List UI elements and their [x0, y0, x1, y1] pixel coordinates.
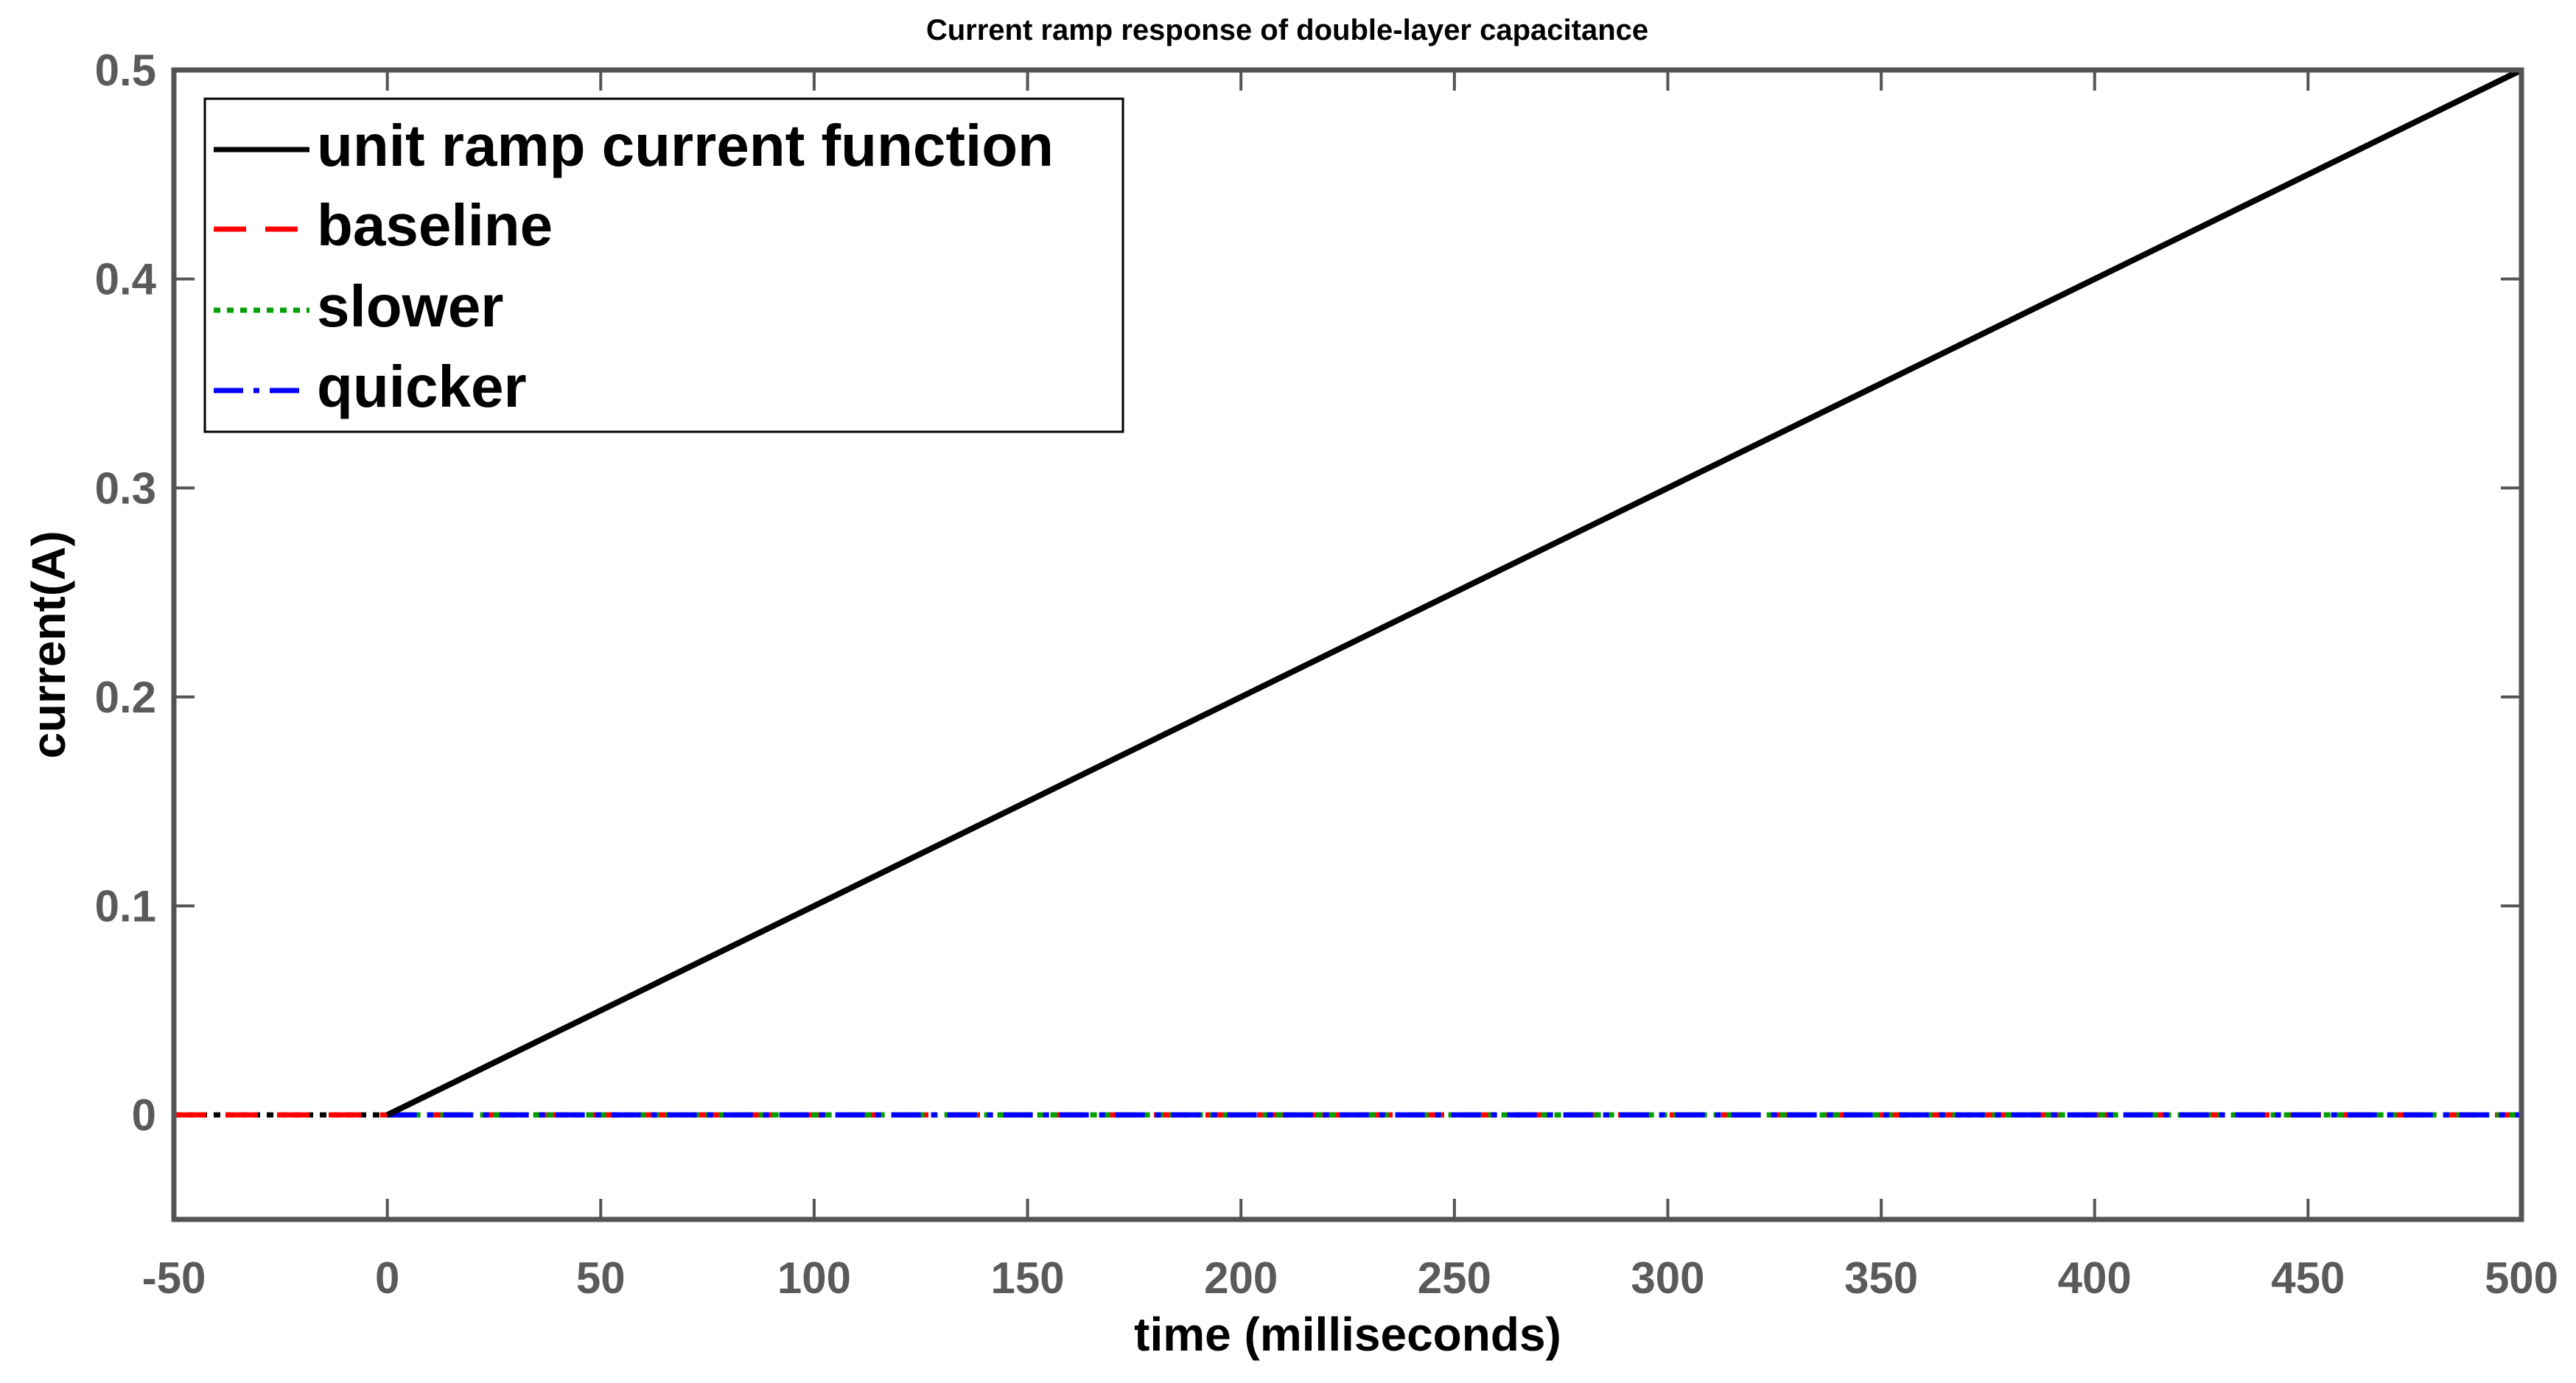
series-line-ramp — [385, 67, 2523, 1118]
y-tick-label: 0.2 — [95, 673, 156, 722]
x-tick-label: 200 — [1204, 1253, 1278, 1303]
x-tick-label: 0 — [375, 1253, 399, 1303]
x-tick-label: 250 — [1418, 1253, 1491, 1303]
x-tick-label: 50 — [576, 1253, 626, 1303]
series-layer — [174, 67, 2523, 1118]
y-axis-label: current(A) — [22, 531, 75, 758]
y-tick-label: 0.4 — [95, 255, 157, 304]
tick-labels: -50 0 50 100 150 200 250 300 350 400 450 500 0 0.1 0.2… — [95, 46, 2558, 1303]
legend-label-quicker: quicker — [317, 354, 527, 419]
chart-title: Current ramp response of double-layer ca… — [926, 14, 1648, 46]
x-tick-label: 100 — [777, 1253, 851, 1303]
y-tick-label: 0.1 — [95, 882, 156, 931]
y-tick-label: 0.5 — [95, 46, 156, 95]
legend-label-baseline: baseline — [317, 192, 553, 258]
x-tick-label: 500 — [2485, 1253, 2558, 1303]
legend-label-slower: slower — [317, 273, 503, 339]
x-tick-label: 350 — [1844, 1253, 1918, 1303]
x-axis-label: time (milliseconds) — [1134, 1308, 1561, 1361]
x-tick-label: 150 — [990, 1253, 1064, 1303]
y-tick-label: 0.3 — [95, 463, 156, 513]
x-tick-label: -50 — [142, 1253, 206, 1303]
x-tick-label: 400 — [2058, 1253, 2132, 1303]
axes-box — [171, 67, 2524, 1222]
x-tick-label: 300 — [1631, 1253, 1704, 1303]
legend-label-ramp: unit ramp current function — [317, 113, 1054, 178]
x-tick-label: 450 — [2271, 1253, 2345, 1303]
legend: unit ramp current function baseline slow… — [203, 97, 1124, 433]
y-tick-label: 0 — [132, 1090, 156, 1140]
legend-box — [203, 97, 1124, 433]
